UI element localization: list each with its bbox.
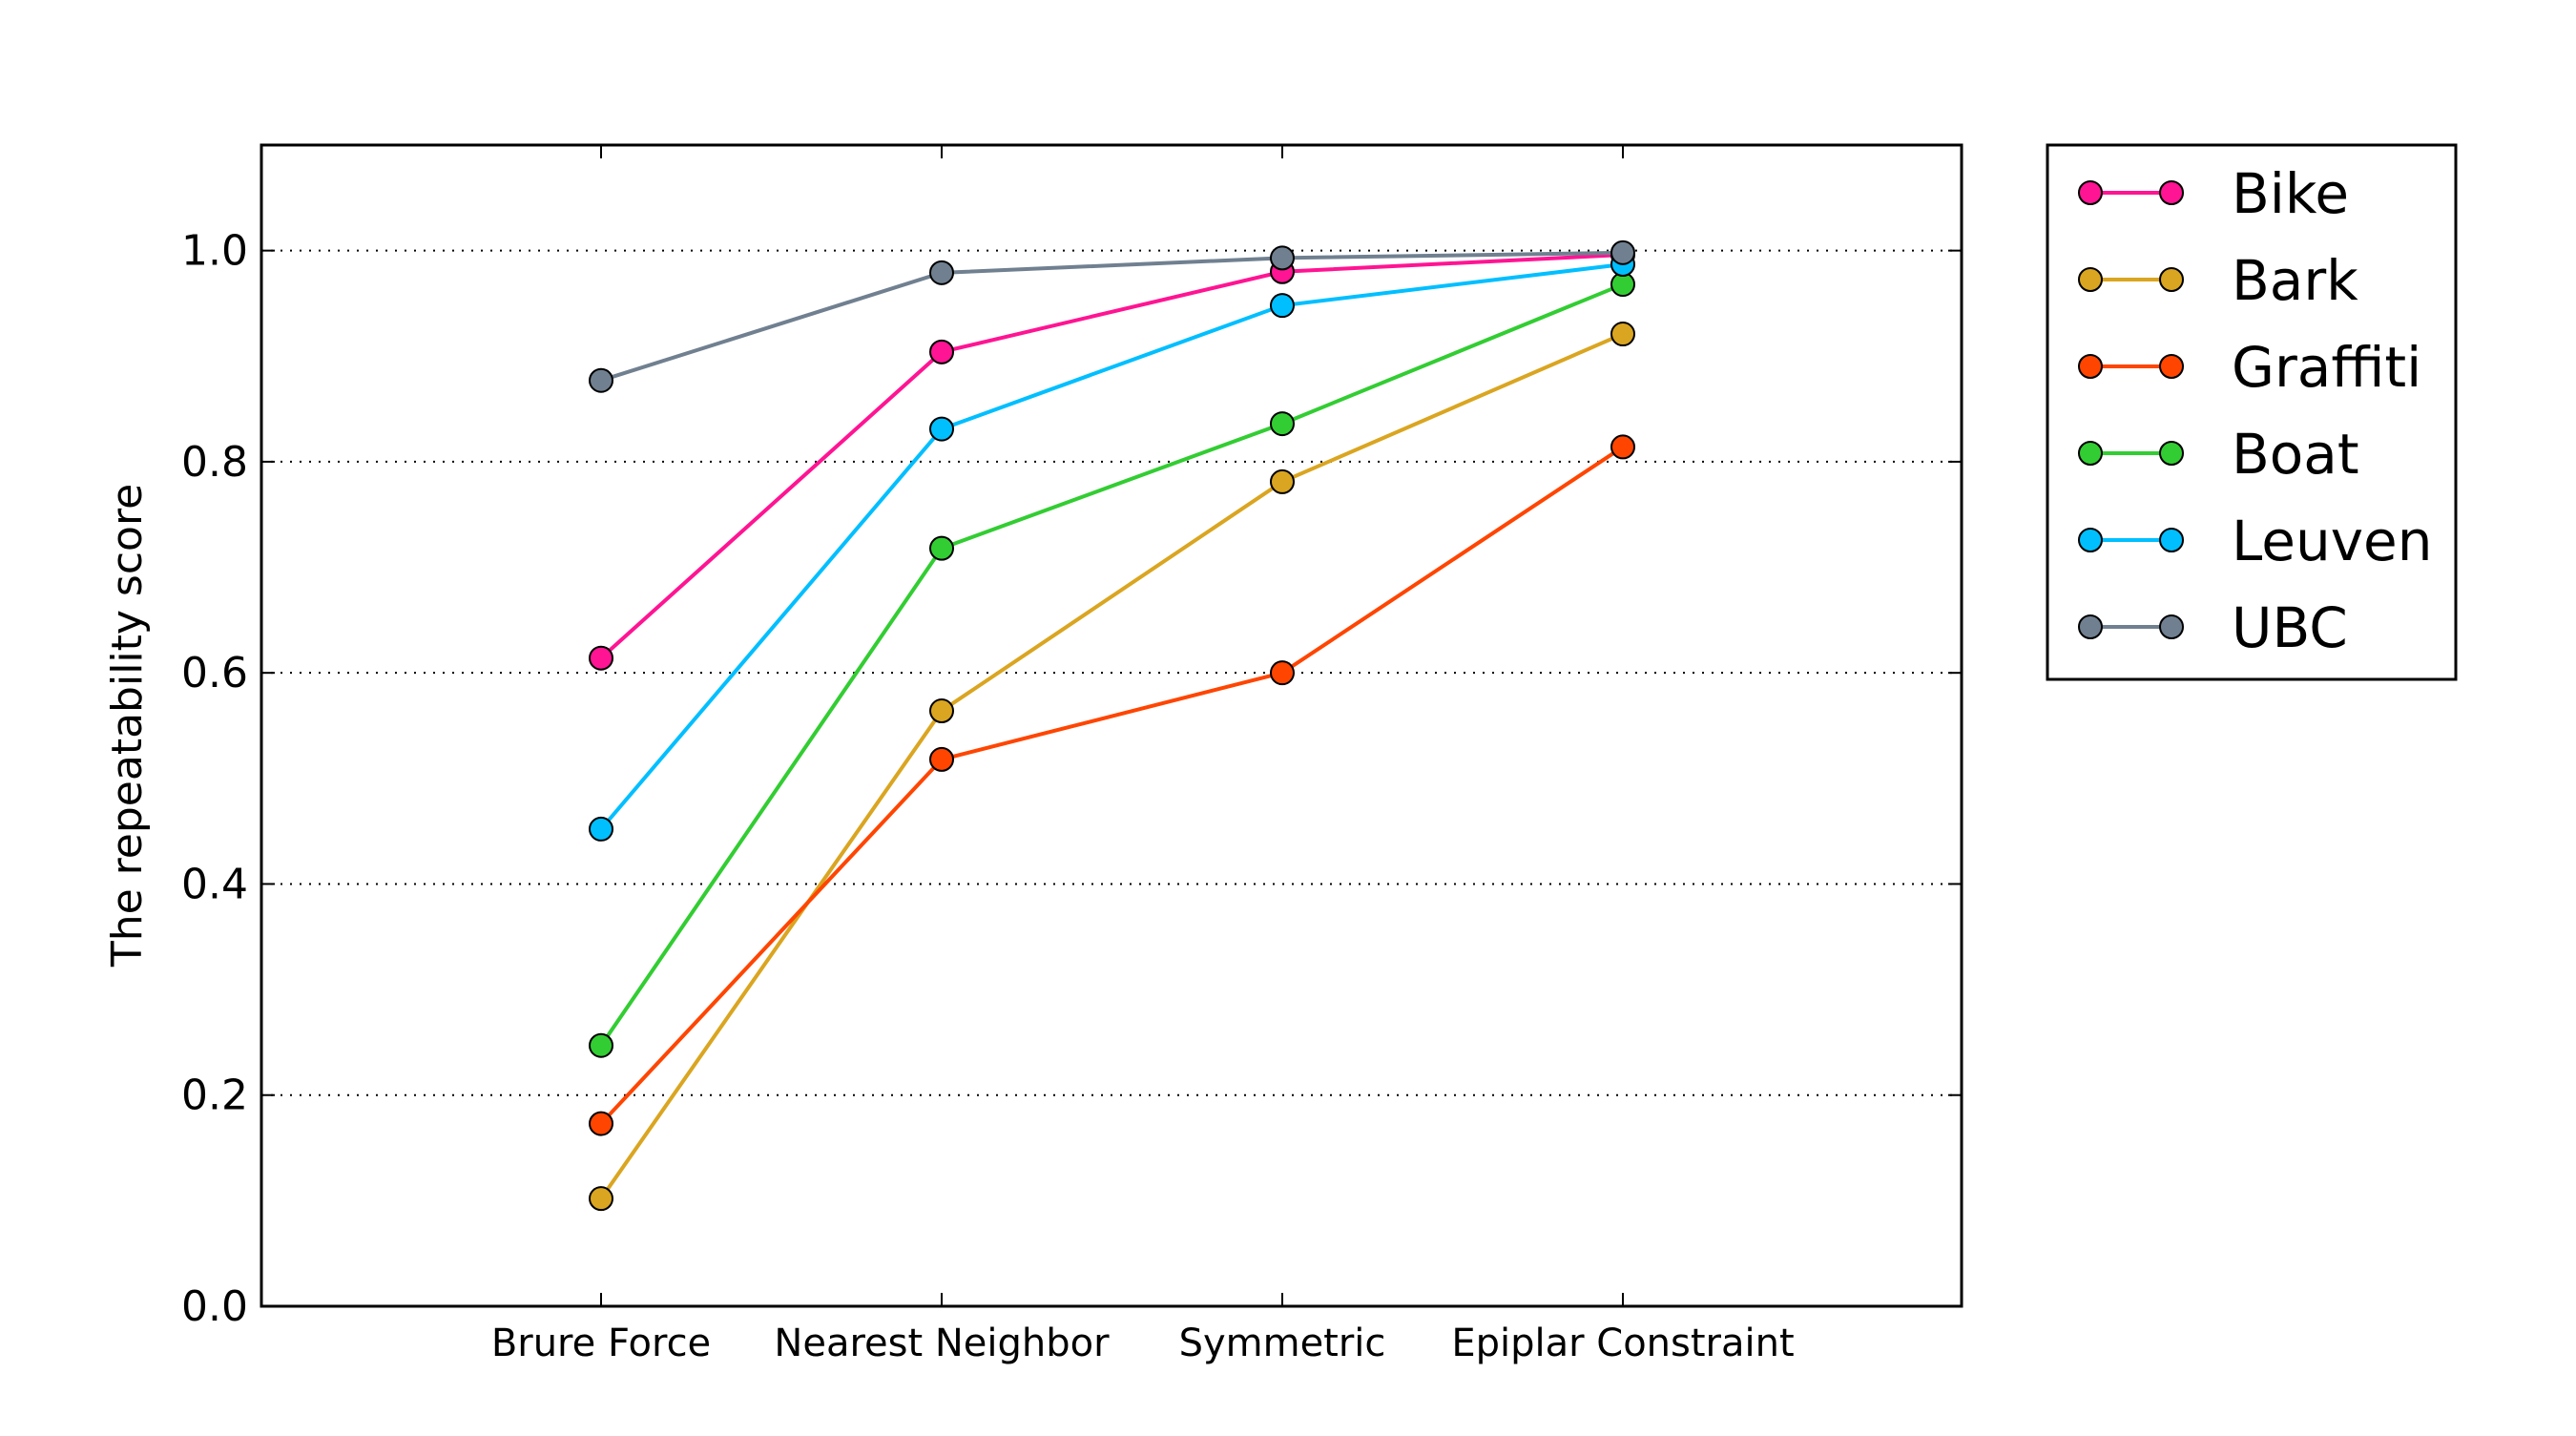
data-point-bark: [1610, 322, 1635, 347]
legend-marker: [2078, 180, 2103, 205]
legend-item-bike: Bike: [2078, 161, 2349, 226]
series-graffiti: [589, 434, 1635, 1136]
legend-frame: [2046, 143, 2458, 681]
data-point-ubc: [589, 367, 613, 393]
series-leuven: [589, 252, 1635, 842]
x-tick-label: Nearest Neighbor: [774, 1322, 1110, 1365]
legend-label: Bark: [2232, 248, 2358, 313]
legend-marker: [2078, 614, 2103, 639]
y-tick-label: 0.6: [181, 649, 248, 697]
data-point-boat: [929, 535, 954, 561]
data-point-graffiti: [929, 746, 954, 772]
legend-label: Bike: [2232, 161, 2349, 226]
legend-marker: [2159, 528, 2184, 552]
series-boat: [589, 272, 1635, 1058]
data-point-boat: [589, 1032, 613, 1058]
data-point-ubc: [1270, 245, 1295, 271]
data-point-bark: [929, 698, 954, 724]
series-line-ubc: [600, 250, 1624, 383]
legend-label: Leuven: [2232, 509, 2433, 573]
data-point-graffiti: [1270, 660, 1295, 686]
data-point-graffiti: [1610, 434, 1635, 460]
legend-item-graffiti: Graffiti: [2078, 335, 2421, 400]
legend-label: UBC: [2232, 595, 2348, 660]
axis-ticks: 0.0 0.2 0.4 0.6 0.8 1.0 Brure Force Nearest Nei…: [181, 145, 1962, 1365]
y-tick-label: 0.0: [181, 1282, 248, 1331]
legend-item-ubc: UBC: [2078, 595, 2348, 660]
series-line-bark: [599, 332, 1624, 1200]
series-line-graffiti: [599, 445, 1625, 1125]
y-axis-label: The repeatability score: [103, 484, 152, 968]
legend-item-leuven: Leuven: [2078, 509, 2433, 573]
plot-frame: [260, 143, 1963, 1308]
data-point-boat: [1270, 411, 1295, 437]
data-point-bark: [589, 1186, 613, 1212]
legend-marker: [2078, 441, 2103, 466]
legend-marker: [2078, 267, 2103, 292]
series-line-bike: [599, 253, 1624, 660]
y-tick-label: 0.2: [181, 1072, 248, 1120]
legend-item-boat: Boat: [2078, 422, 2359, 487]
y-tick-label: 0.4: [181, 860, 248, 908]
series-lines: [589, 239, 1635, 1212]
series-line-leuven: [599, 262, 1624, 831]
y-tick-label: 0.8: [181, 438, 248, 487]
series-ubc: [589, 239, 1635, 393]
legend-marker: [2159, 354, 2184, 379]
legend-marker: [2159, 614, 2184, 639]
x-tick-label: Brure Force: [491, 1322, 711, 1365]
data-point-ubc: [1610, 239, 1635, 265]
data-point-graffiti: [589, 1111, 613, 1136]
legend-item-bark: Bark: [2078, 248, 2358, 313]
legend-label: Boat: [2232, 422, 2359, 487]
data-point-bark: [1270, 468, 1295, 494]
x-tick-label: Epiplar Constraint: [1451, 1322, 1794, 1365]
series-bark: [589, 322, 1635, 1212]
grid-lines: [261, 249, 1962, 1096]
legend: Bike Bark Graffiti Boat Leuven UBC: [2046, 143, 2458, 681]
legend-marker: [2078, 528, 2103, 552]
x-tick-label: Symmetric: [1179, 1322, 1386, 1365]
series-bike: [589, 242, 1635, 671]
legend-marker: [2159, 267, 2184, 292]
data-point-leuven: [929, 416, 954, 442]
legend-marker: [2159, 180, 2184, 205]
data-point-leuven: [1270, 293, 1295, 319]
data-point-bike: [929, 339, 954, 364]
y-tick-label: 1.0: [181, 227, 248, 276]
data-point-leuven: [589, 816, 613, 842]
data-point-ubc: [929, 260, 954, 285]
series-line-boat: [599, 282, 1624, 1047]
data-point-bike: [589, 645, 613, 671]
legend-marker: [2078, 354, 2103, 379]
legend-label: Graffiti: [2232, 335, 2421, 400]
legend-marker: [2159, 441, 2184, 466]
